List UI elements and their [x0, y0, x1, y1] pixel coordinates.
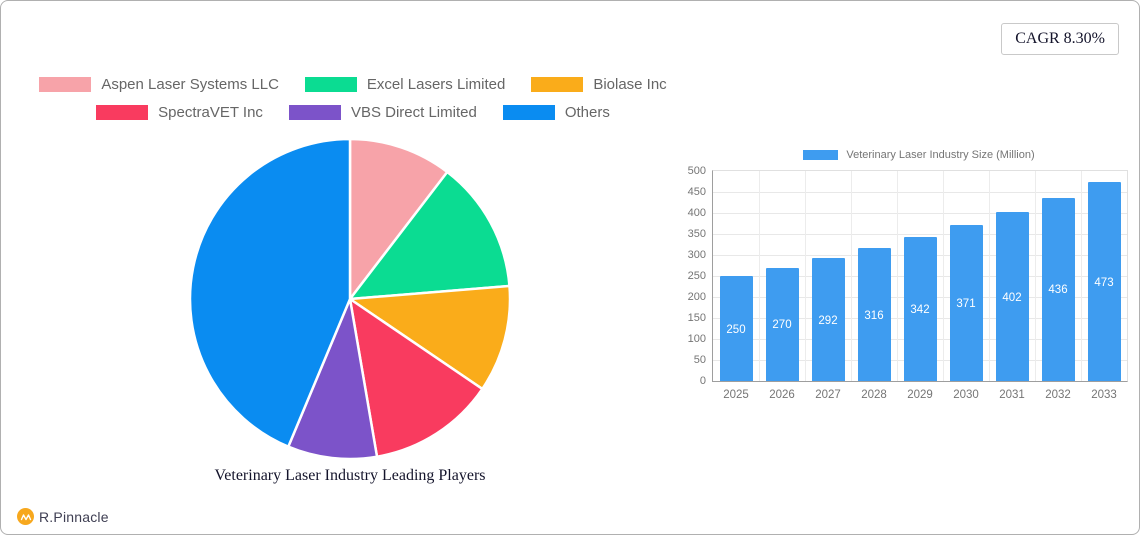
- pie-slice[interactable]: [348, 297, 484, 458]
- x-axis-tick-label: 2028: [861, 389, 887, 401]
- legend-label: Biolase Inc: [593, 76, 667, 93]
- bar-value-label: 371: [956, 298, 976, 311]
- bar-value-label: 473: [1094, 276, 1114, 289]
- bar-2029[interactable]: 342: [903, 237, 937, 381]
- y-axis-tick-label: 450: [687, 186, 706, 198]
- legend-swatch: [39, 77, 92, 92]
- bar-2033[interactable]: 473: [1087, 182, 1121, 381]
- pie-legend-item[interactable]: Biolase Inc: [531, 76, 667, 93]
- gridline: [713, 234, 1127, 235]
- x-axis-tick-label: 2032: [1045, 389, 1071, 401]
- bar-legend-swatch: [803, 150, 839, 160]
- pie-legend-row: SpectraVET Inc VBS Direct Limited Others: [29, 104, 677, 121]
- legend-label: Aspen Laser Systems LLC: [101, 76, 279, 93]
- x-axis-tick-label: 2026: [769, 389, 795, 401]
- bar-2028[interactable]: 316: [857, 248, 891, 381]
- x-axis-tick-label: 2025: [723, 389, 749, 401]
- gridline: [805, 171, 806, 381]
- pie-slice[interactable]: [287, 297, 379, 461]
- bar-value-label: 316: [864, 309, 884, 322]
- pie-legend-item[interactable]: VBS Direct Limited: [288, 104, 477, 121]
- cagr-label: CAGR 8.30%: [1015, 30, 1105, 47]
- bar-value-label: 436: [1048, 284, 1068, 297]
- bar-2031[interactable]: 402: [995, 212, 1029, 381]
- bar-2027[interactable]: 292: [811, 258, 845, 381]
- pie-legend-item[interactable]: Others: [502, 104, 610, 121]
- pie-legend-item[interactable]: Aspen Laser Systems LLC: [39, 76, 279, 93]
- legend-swatch: [304, 77, 357, 92]
- legend-label: Excel Lasers Limited: [366, 76, 506, 93]
- pie-chart: [187, 136, 513, 462]
- x-axis-tick-label: 2031: [999, 389, 1025, 401]
- bar-legend[interactable]: Veterinary Laser Industry Size (Million): [712, 149, 1126, 161]
- gridline: [1035, 171, 1036, 381]
- legend-label: Others: [564, 104, 610, 121]
- gridline: [713, 213, 1127, 214]
- x-axis-tick-label: 2027: [815, 389, 841, 401]
- bar-legend-label: Veterinary Laser Industry Size (Million): [846, 149, 1035, 161]
- y-axis-tick-label: 0: [699, 375, 706, 387]
- y-axis-tick-label: 400: [687, 207, 706, 219]
- pulse-wave-icon: [20, 513, 31, 520]
- legend-label: SpectraVET Inc: [158, 104, 263, 121]
- y-axis-tick-label: 500: [687, 165, 706, 177]
- x-axis-tick-label: 2029: [907, 389, 933, 401]
- bar-2026[interactable]: 270: [765, 267, 799, 381]
- x-axis-tick-label: 2033: [1091, 389, 1117, 401]
- gridline: [1081, 171, 1082, 381]
- y-axis-tick-label: 50: [693, 354, 706, 366]
- gridline: [713, 192, 1127, 193]
- gridline: [851, 171, 852, 381]
- gridline: [759, 171, 760, 381]
- y-axis-tick-label: 250: [687, 270, 706, 282]
- pie-legend-row: Aspen Laser Systems LLC Excel Lasers Limi…: [29, 76, 677, 93]
- x-axis-tick-label: 2030: [953, 389, 979, 401]
- legend-swatch: [531, 77, 584, 92]
- bar-value-label: 402: [1002, 291, 1022, 304]
- bar-value-label: 292: [818, 314, 838, 327]
- bar-plot-area: 0 50 100 150 200 250 300 350 400 450 500 250 2025 270…: [688, 165, 1128, 401]
- pie-slice[interactable]: [188, 137, 352, 448]
- brand-logo: R.Pinnacle: [17, 508, 109, 525]
- pie-svg: [188, 137, 512, 461]
- pie-legend-item[interactable]: SpectraVET Inc: [96, 104, 263, 121]
- y-axis-tick-label: 300: [687, 249, 706, 261]
- legend-label: VBS Direct Limited: [350, 104, 477, 121]
- bar-value-label: 342: [910, 304, 930, 317]
- bar-2030[interactable]: 371: [949, 225, 983, 381]
- legend-swatch: [288, 105, 341, 120]
- pie-slice[interactable]: [348, 137, 449, 301]
- y-axis-tick-label: 150: [687, 312, 706, 324]
- gridline: [897, 171, 898, 381]
- pie-slice[interactable]: [348, 284, 512, 391]
- bar-2032[interactable]: 436: [1041, 197, 1075, 381]
- legend-swatch: [96, 105, 149, 120]
- bar-value-label: 270: [772, 319, 792, 332]
- brand-name: R.Pinnacle: [39, 508, 109, 525]
- legend-swatch: [502, 105, 555, 120]
- gridline: [989, 171, 990, 381]
- pie-legend-item[interactable]: Excel Lasers Limited: [304, 76, 506, 93]
- pie-legend: Aspen Laser Systems LLC Excel Lasers Limi…: [29, 76, 677, 132]
- pie-title: Veterinary Laser Industry Leading Player…: [214, 467, 486, 484]
- gridline: [943, 171, 944, 381]
- y-axis-tick-label: 350: [687, 228, 706, 240]
- y-axis-tick-label: 200: [687, 291, 706, 303]
- pie-slice[interactable]: [348, 170, 511, 301]
- bar-2025[interactable]: 250: [719, 276, 753, 381]
- cagr-badge: CAGR 8.30%: [1001, 23, 1119, 55]
- bar-value-label: 250: [726, 323, 746, 336]
- y-axis-tick-label: 100: [687, 333, 706, 345]
- logo-icon: [17, 508, 34, 525]
